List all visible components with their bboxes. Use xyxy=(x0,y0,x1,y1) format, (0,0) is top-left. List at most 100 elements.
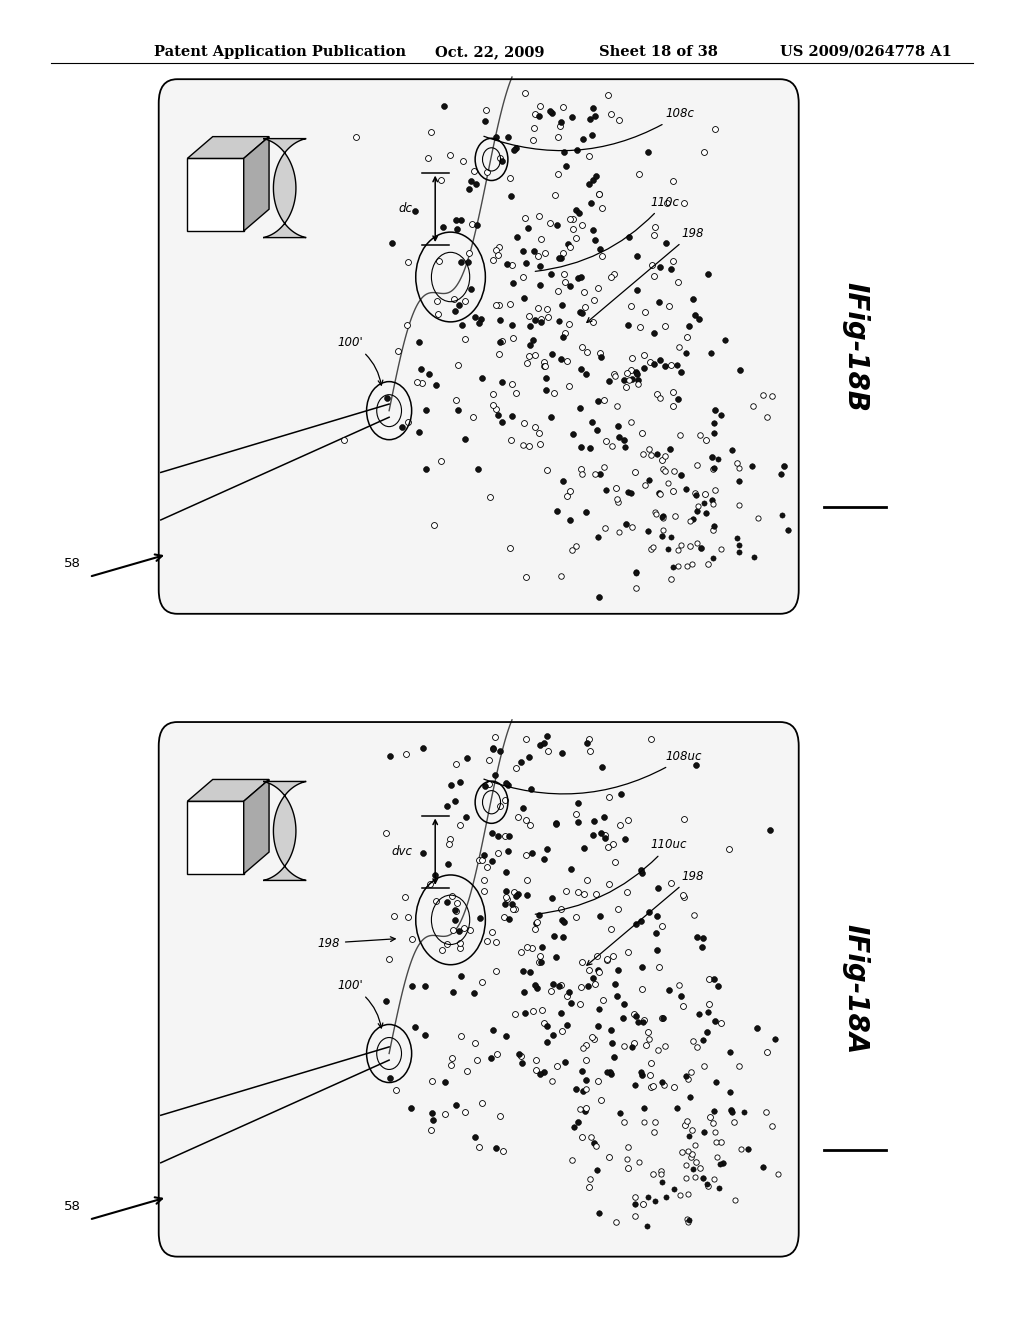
Text: IFig-18B: IFig-18B xyxy=(841,281,869,412)
Point xyxy=(682,1086,698,1107)
Point xyxy=(542,100,558,121)
Point xyxy=(599,948,615,969)
Point xyxy=(708,1072,724,1093)
Point xyxy=(498,772,514,793)
Point xyxy=(732,360,749,381)
Point xyxy=(581,729,597,750)
Point xyxy=(593,1089,609,1110)
Point xyxy=(494,331,510,352)
Point xyxy=(606,973,623,994)
Point xyxy=(526,104,543,125)
Point xyxy=(424,1071,440,1092)
Point xyxy=(428,891,444,912)
Point xyxy=(572,302,589,323)
Point xyxy=(654,519,671,540)
Point xyxy=(594,246,610,267)
Point xyxy=(608,488,625,510)
Point xyxy=(654,458,671,479)
Point xyxy=(677,1114,693,1135)
Point xyxy=(615,1035,632,1056)
Point xyxy=(640,1187,656,1208)
Text: US 2009/0264778 A1: US 2009/0264778 A1 xyxy=(780,45,952,59)
Point xyxy=(695,492,712,513)
Point xyxy=(487,127,504,148)
Point xyxy=(424,1104,440,1125)
Point xyxy=(616,829,633,850)
Point xyxy=(605,945,622,966)
Point xyxy=(636,1111,652,1133)
Point xyxy=(428,374,444,395)
Text: IFig-18A: IFig-18A xyxy=(841,924,869,1055)
Point xyxy=(636,1097,652,1118)
Point xyxy=(562,480,579,502)
Point xyxy=(560,234,577,255)
Point xyxy=(556,1051,572,1072)
Point xyxy=(773,463,790,484)
Point xyxy=(471,1137,487,1158)
Point xyxy=(515,240,531,261)
Point xyxy=(441,145,458,166)
Point xyxy=(497,789,513,810)
Point xyxy=(681,315,697,337)
Point xyxy=(724,440,740,461)
Point xyxy=(490,236,507,257)
Point xyxy=(636,1010,652,1031)
Point xyxy=(653,506,670,527)
Point xyxy=(629,363,645,384)
Point xyxy=(526,345,543,366)
Point xyxy=(633,1061,649,1082)
Point xyxy=(713,404,729,425)
Point xyxy=(705,548,721,569)
Point xyxy=(555,471,571,492)
Point xyxy=(562,510,579,531)
Point xyxy=(439,796,456,817)
Point xyxy=(457,290,473,312)
Point xyxy=(652,1163,669,1184)
Point xyxy=(481,486,498,507)
Point xyxy=(663,354,679,375)
Point xyxy=(706,1168,722,1189)
Point xyxy=(551,310,567,331)
Point xyxy=(536,355,552,376)
Point xyxy=(434,216,451,238)
Point xyxy=(433,169,450,190)
Point xyxy=(729,527,745,548)
Point xyxy=(641,1064,657,1085)
Point xyxy=(635,444,651,465)
Point xyxy=(510,883,526,904)
Point xyxy=(526,417,543,438)
Point xyxy=(584,193,600,214)
Point xyxy=(450,218,466,239)
Point xyxy=(518,352,535,374)
Point xyxy=(620,1158,636,1179)
Point xyxy=(504,374,520,395)
Point xyxy=(655,1007,672,1028)
Point xyxy=(557,272,573,293)
Point xyxy=(492,741,508,762)
Point xyxy=(601,1146,617,1167)
Point xyxy=(687,305,703,326)
Point xyxy=(688,1151,705,1172)
Point xyxy=(617,376,634,397)
Point xyxy=(530,952,547,973)
Point xyxy=(503,430,519,451)
Point xyxy=(500,127,516,148)
Point xyxy=(680,1212,696,1233)
Point xyxy=(652,348,669,370)
Point xyxy=(669,1098,685,1119)
Point xyxy=(558,156,574,177)
Point xyxy=(633,911,649,932)
Point xyxy=(591,999,607,1020)
Point xyxy=(731,495,748,516)
Point xyxy=(552,348,568,370)
Point xyxy=(430,304,446,325)
Point xyxy=(621,1137,637,1158)
Point xyxy=(679,1209,695,1230)
Point xyxy=(639,1214,655,1236)
Point xyxy=(640,520,656,541)
Point xyxy=(597,430,613,451)
Point xyxy=(649,876,666,898)
Point xyxy=(556,141,572,162)
Point xyxy=(673,986,689,1007)
Point xyxy=(588,884,604,906)
